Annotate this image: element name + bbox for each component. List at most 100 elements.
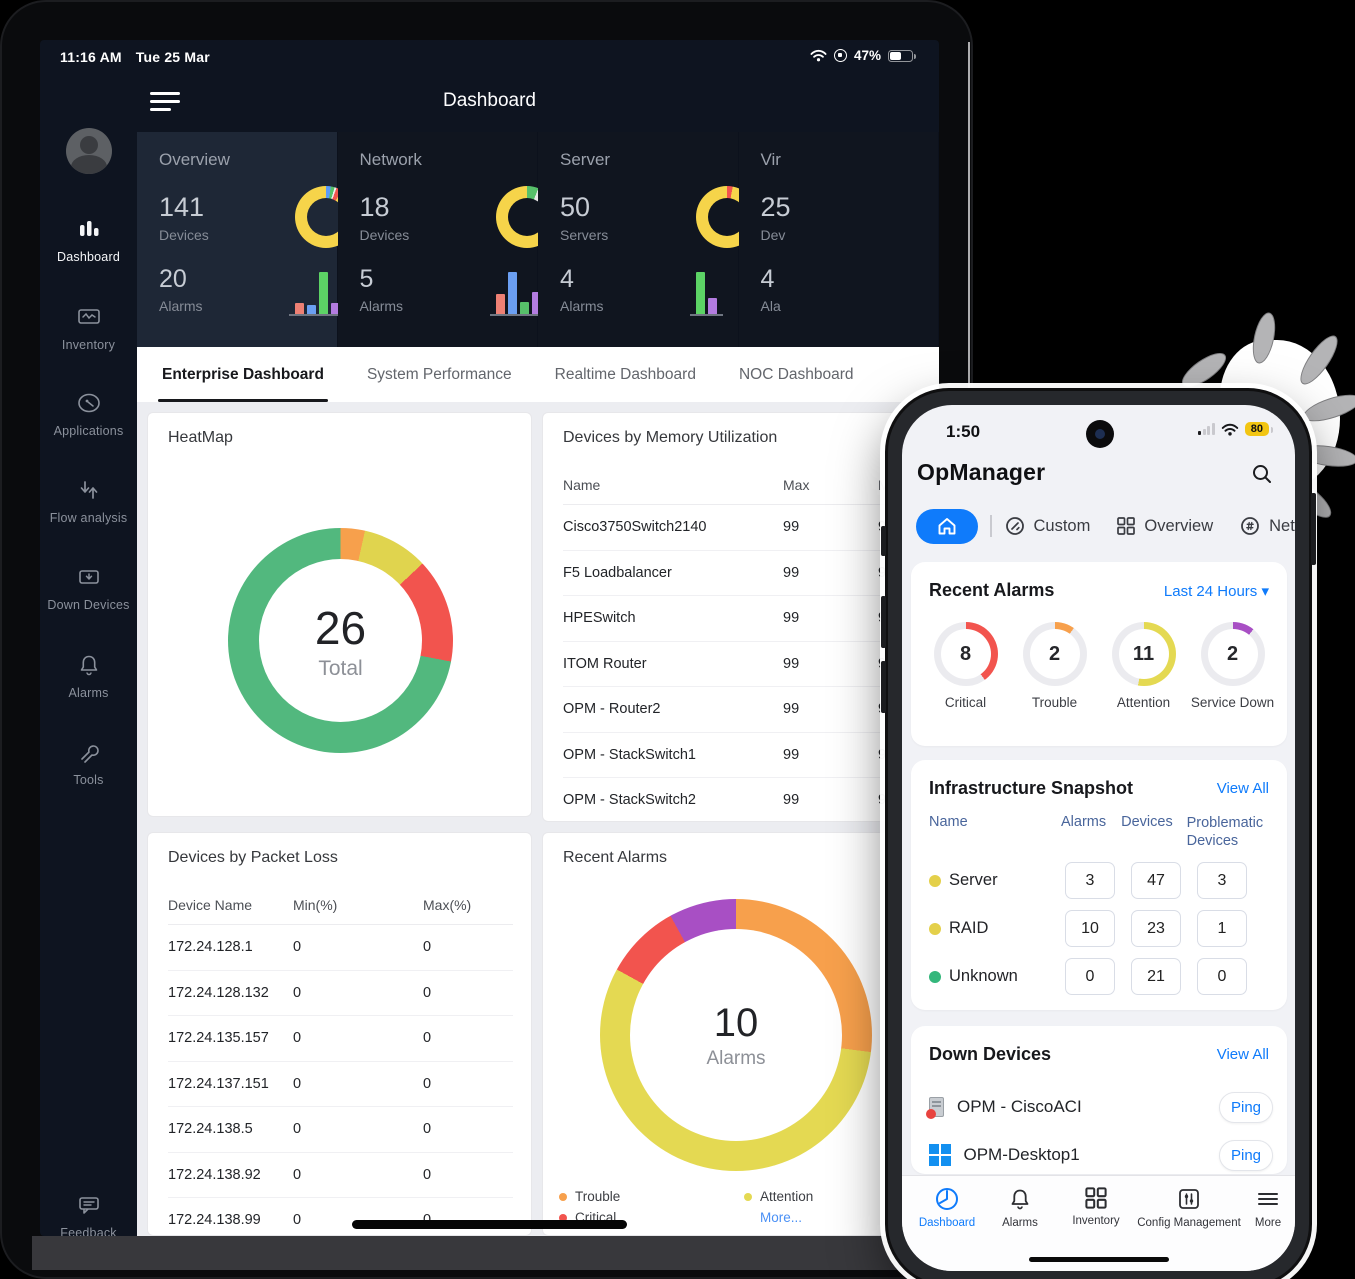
- overview-alarm-bars: [289, 270, 346, 316]
- table-row[interactable]: OPM - StackSwitch29999: [563, 778, 908, 821]
- ping-button[interactable]: Ping: [1219, 1091, 1273, 1123]
- tablet-device: 11:16 AM Tue 25 Mar 47% Dashboard: [0, 0, 973, 1279]
- tab-enterprise-dashboard[interactable]: Enterprise Dashboard: [158, 347, 328, 402]
- infra-row-server[interactable]: Server 3 47 3: [929, 862, 1273, 899]
- summary-card-virtual[interactable]: Vir 25 Dev 4 Ala: [738, 132, 938, 347]
- tab-realtime-dashboard[interactable]: Realtime Dashboard: [554, 365, 696, 383]
- down-devices-card: Down Devices View All OPM - CiscoACI Pin…: [911, 1026, 1287, 1174]
- tablet-date: Tue 25 Mar: [135, 49, 210, 65]
- status-dot: [929, 970, 941, 983]
- nav-more[interactable]: More: [1246, 1186, 1290, 1229]
- nav-dashboard[interactable]: Dashboard: [914, 1186, 980, 1229]
- tab-noc-dashboard[interactable]: NOC Dashboard: [738, 365, 854, 383]
- tablet-screen: 11:16 AM Tue 25 Mar 47% Dashboard: [40, 40, 939, 1236]
- phone-recent-alarms-card: Recent Alarms Last 24 Hours ▾ 8 Critical…: [911, 562, 1287, 746]
- more-link[interactable]: More...: [760, 1210, 803, 1225]
- tab-network[interactable]: Net: [1239, 515, 1295, 537]
- view-all-link[interactable]: View All: [1216, 780, 1269, 797]
- gauge-icon: [76, 390, 102, 416]
- down-device-icon: [76, 564, 102, 590]
- table-row[interactable]: HPESwitch9999: [563, 596, 908, 642]
- nav-inventory[interactable]: Inventory: [1060, 1186, 1132, 1227]
- ring-attention[interactable]: 11 Attention: [1099, 622, 1188, 710]
- infra-row-raid[interactable]: RAID 10 23 1: [929, 910, 1273, 947]
- summary-card-server[interactable]: Server 50 Servers 4 Alarms: [538, 132, 758, 347]
- sidebar-item-alarms[interactable]: Alarms: [40, 652, 137, 702]
- tablet-home-indicator[interactable]: [352, 1220, 627, 1229]
- grid-icon: [1060, 1186, 1132, 1210]
- phone-wifi-icon: [1221, 423, 1239, 436]
- nav-config-management[interactable]: Config Management: [1134, 1186, 1244, 1229]
- status-dot: [929, 874, 941, 887]
- recent-alarms-donut-chart: 10 Alarms: [600, 899, 872, 1171]
- memory-utilization-card: Devices by Memory Utilization Name Max M…: [542, 412, 927, 822]
- phone-device: 1:50 80 OpManager: [881, 388, 1316, 1279]
- page-title: Dashboard: [443, 90, 536, 111]
- phone-tab-bar: Custom Overview Net: [902, 505, 1295, 547]
- app-title: OpManager: [917, 459, 1046, 485]
- legend-attention: Attention: [744, 1189, 916, 1204]
- down-device-row[interactable]: OPM - CiscoACI Ping: [926, 1084, 1273, 1130]
- tab-custom[interactable]: Custom: [1004, 515, 1090, 537]
- table-row[interactable]: F5 Loadbalancer9999: [563, 551, 908, 596]
- table-row[interactable]: 172.24.128.1 0 0: [168, 925, 513, 971]
- table-row[interactable]: Cisco3750Switch21409999: [563, 505, 908, 551]
- wifi-icon: [810, 49, 827, 62]
- heatmap-title: HeatMap: [168, 429, 233, 446]
- packet-loss-table: Device Name Min(%) Max(%) 172.24.128.1 0 0…: [168, 885, 513, 1235]
- sidebar-item-dashboard[interactable]: Dashboard: [40, 216, 137, 266]
- config-sliders-icon: [1134, 1186, 1244, 1212]
- table-row[interactable]: 172.24.138.5 0 0: [168, 1107, 513, 1153]
- feedback-bubble-icon: [76, 1192, 102, 1218]
- phone-power-button: [1311, 493, 1316, 565]
- tab-home[interactable]: [916, 508, 978, 544]
- sidebar: Dashboard Inventory Applications Flow an…: [40, 76, 137, 1236]
- front-camera: [1086, 420, 1114, 448]
- heatmap-donut-chart: 26 Total: [228, 528, 453, 753]
- rotation-lock-icon: [833, 49, 847, 62]
- tablet-clock: 11:16 AM: [60, 49, 122, 65]
- table-row[interactable]: ITOM Router9999: [563, 642, 908, 687]
- sidebar-item-inventory[interactable]: Inventory: [40, 304, 137, 354]
- phone-status-bar: 1:50 80: [902, 419, 1295, 445]
- time-filter-dropdown[interactable]: Last 24 Hours ▾: [1163, 583, 1269, 600]
- packet-loss-card: Devices by Packet Loss Device Name Min(%…: [147, 832, 532, 1236]
- alarm-rings: 8 Critical 2 Trouble 11 Attention 2 Serv…: [921, 622, 1277, 710]
- table-row[interactable]: 172.24.138.9900: [168, 1198, 513, 1235]
- phone-clock: 1:50: [946, 422, 981, 441]
- avatar[interactable]: [66, 128, 112, 174]
- phone-home-indicator[interactable]: [1028, 1256, 1169, 1262]
- sidebar-item-applications[interactable]: Applications: [40, 390, 137, 440]
- table-row[interactable]: OPM - StackSwitch19999: [563, 733, 908, 778]
- view-all-link[interactable]: View All: [1216, 1046, 1269, 1063]
- ring-critical[interactable]: 8 Critical: [921, 622, 1010, 710]
- search-icon[interactable]: [1251, 463, 1273, 485]
- sidebar-item-down-devices[interactable]: Down Devices: [40, 564, 137, 614]
- phone-bottom-nav: Dashboard Alarms Inventory: [902, 1175, 1295, 1271]
- menu-icon[interactable]: [150, 92, 180, 116]
- dashboard-content: HeatMap 26 Total Devices by Memory Utili…: [137, 402, 939, 1236]
- tab-overview[interactable]: Overview: [1116, 516, 1213, 536]
- memory-table: Name Max Min Cisco3750Switch21409999 F5 …: [563, 465, 908, 821]
- phone-volume-down-button: [881, 661, 886, 713]
- table-row[interactable]: OPM - Router29999: [563, 687, 908, 733]
- phone-battery-badge: 80: [1244, 422, 1274, 436]
- table-row[interactable]: 172.24.138.92 0 0: [168, 1153, 513, 1198]
- recent-alarms-card: Recent Alarms 10 Alarms Trouble Attentio…: [542, 832, 927, 1236]
- sidebar-item-flow-analysis[interactable]: Flow analysis: [40, 477, 137, 527]
- infra-row-unknown[interactable]: Unknown 0 21 0: [929, 958, 1273, 995]
- tab-system-performance[interactable]: System Performance: [366, 365, 512, 383]
- sidebar-item-feedback[interactable]: Feedback: [40, 1192, 137, 1236]
- summary-card-network[interactable]: Network 18 Devices 5 Alarms: [337, 132, 558, 347]
- sidebar-item-tools[interactable]: Tools: [40, 739, 137, 789]
- table-row[interactable]: 172.24.135.157 0 0: [168, 1016, 513, 1062]
- ring-trouble[interactable]: 2 Trouble: [1010, 622, 1099, 710]
- down-device-row[interactable]: OPM-Desktop1 Ping: [929, 1132, 1273, 1178]
- summary-card-overview[interactable]: Overview 141 Devices 20 Alarms: [137, 132, 357, 347]
- nav-alarms[interactable]: Alarms: [990, 1186, 1050, 1229]
- ping-button[interactable]: Ping: [1219, 1139, 1273, 1171]
- heatmap-total: 26: [314, 601, 367, 654]
- ring-service-down[interactable]: 2 Service Down: [1188, 622, 1277, 710]
- table-row[interactable]: 172.24.137.151 0 0: [168, 1062, 513, 1107]
- table-row[interactable]: 172.24.128.132 0 0: [168, 971, 513, 1016]
